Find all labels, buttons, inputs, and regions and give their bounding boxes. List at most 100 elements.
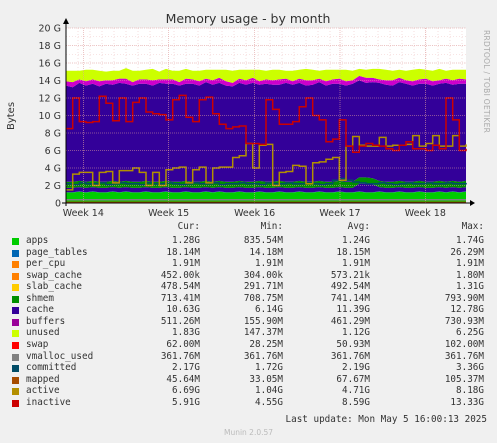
legend-value-cur: 1.83G [172, 327, 200, 339]
legend-value-avg: 1.24G [342, 235, 370, 246]
legend-value-max: 6.25G [456, 327, 484, 339]
legend-value-min: 291.71M [243, 281, 283, 293]
legend-value-min: 1.72G [255, 362, 283, 374]
legend-swatch [12, 388, 19, 396]
legend-value-max: 361.76M [444, 350, 484, 362]
area-buffers [66, 75, 466, 88]
legend-value-min: 708.75M [243, 292, 283, 304]
legend-value-cur: 2.17G [172, 362, 200, 374]
y-tick-label: 10 G [39, 111, 61, 122]
legend-series-name: per_cpu [26, 258, 66, 270]
x-tick-label: Week 14 [63, 208, 104, 219]
area-page_tables [66, 191, 466, 193]
legend-swatch [12, 318, 19, 326]
y-tick-label: 18 G [39, 41, 61, 52]
legend-swatch [12, 249, 19, 257]
legend-value-max: 1.80M [456, 269, 484, 281]
legend-value-avg: 1.91M [342, 258, 370, 270]
y-tick-label: 2 G [45, 181, 61, 192]
legend-value-max: 26.29M [450, 246, 484, 258]
legend-series-name: vmalloc_used [26, 350, 94, 362]
legend-value-cur: 62.00M [166, 338, 200, 350]
area-unused [66, 68, 466, 83]
legend-value-cur: 1.91M [172, 258, 200, 270]
rrdtool-credit: RRDTOOL / TOBI OETIKER [482, 30, 491, 133]
legend-value-max: 3.36G [456, 362, 484, 374]
x-axis-arrow [470, 200, 475, 206]
legend-value-max: 1.74G [456, 235, 484, 246]
x-tick-labels: Week 14 Week 15 Week 16 Week 17 Week 18 [63, 208, 446, 219]
x-tick-label: Week 18 [405, 208, 446, 219]
legend-value-max: 102.00M [444, 338, 484, 350]
y-tick-label: 14 G [39, 76, 61, 87]
legend-value-max: 8.18G [456, 385, 484, 397]
legend-value-cur: 6.69G [172, 385, 200, 397]
y-axis-arrow [63, 18, 69, 24]
legend-row-slab_cache: slab_cache 478.54M 291.71M 492.54M 1.31G [0, 281, 497, 292]
legend-value-min: 835.54M [243, 235, 283, 246]
legend-value-cur: 452.00k [160, 269, 200, 281]
y-tick-label: 16 G [39, 59, 61, 70]
legend-value-min: 147.37M [243, 327, 283, 339]
legend-value-max: 793.90M [444, 292, 484, 304]
legend-row-per_cpu: per_cpu 1.91M 1.91M 1.91M 1.91M [0, 258, 497, 269]
legend-row-committed: committed 2.17G 1.72G 2.19G 3.36G [0, 362, 497, 373]
last-update: Last update: Mon May 5 16:00:13 2025 [285, 414, 488, 425]
chart-title: Memory usage - by month [166, 11, 331, 26]
legend-row-active: active 6.69G 1.04G 4.71G 8.18G [0, 385, 497, 396]
y-tick-label: 4 G [45, 164, 61, 175]
legend-value-min: 33.05M [249, 373, 283, 385]
x-tick-label: Week 17 [319, 208, 360, 219]
line-committed [66, 177, 467, 186]
area-apps [66, 191, 466, 203]
legend-swatch [12, 399, 19, 407]
legend-value-cur: 1.28G [172, 235, 200, 246]
legend-header-cell: Avg: [347, 221, 370, 232]
legend-row-unused: unused 1.83G 147.37M 1.12G 6.25G [0, 327, 497, 338]
legend-value-min: 1.04G [255, 385, 283, 397]
legend-value-min: 304.00k [243, 269, 283, 281]
legend-swatch [12, 353, 19, 361]
legend-value-cur: 5.91G [172, 396, 200, 408]
legend-series-name: page_tables [26, 246, 88, 258]
legend-value-avg: 67.67M [336, 373, 370, 385]
legend-row-mapped: mapped 45.64M 33.05M 67.67M 105.37M [0, 374, 497, 385]
legend-swatch [12, 238, 19, 245]
legend-row-shmem: shmem 713.41M 708.75M 741.14M 793.90M [0, 293, 497, 304]
legend-swatch [12, 295, 19, 303]
legend-value-max: 12.78G [450, 304, 484, 316]
legend-value-avg: 573.21k [330, 269, 370, 281]
legend-row-page_tables: page_tables 18.14M 14.18M 18.15M 26.29M [0, 247, 497, 258]
memory-chart: Memory usage - by month Bytes RRDTOOL / … [6, 11, 491, 219]
legend-value-max: 13.33G [450, 396, 484, 408]
legend-series-name: mapped [26, 373, 60, 385]
legend-series-name: inactive [26, 396, 71, 408]
grid-major [66, 27, 466, 203]
legend-value-max: 1.91M [456, 258, 484, 270]
legend-value-min: 4.55G [255, 396, 283, 408]
legend-value-min: 1.91M [255, 258, 283, 270]
legend-swatch [12, 330, 19, 338]
legend-header-cell: Min: [260, 221, 283, 232]
munin-version: Munin 2.0.57 [223, 428, 274, 437]
legend-swatch [12, 365, 19, 373]
legend-value-max: 730.93M [444, 315, 484, 327]
line-inactive [66, 94, 467, 154]
legend-row-apps: apps 1.28G 835.54M 1.24G 1.74G [0, 235, 497, 246]
legend-series-name: committed [26, 362, 77, 374]
legend-header-cell: Cur: [177, 221, 200, 232]
legend-series-name: active [26, 385, 60, 397]
legend-value-avg: 741.14M [330, 292, 370, 304]
legend-series-name: apps [26, 235, 49, 246]
legend-value-cur: 478.54M [160, 281, 200, 293]
legend-row-swap: swap 62.00M 28.25M 50.93M 102.00M [0, 339, 497, 350]
legend-swatch [12, 261, 19, 269]
legend-row-swap_cache: swap_cache 452.00k 304.00k 573.21k 1.80M [0, 270, 497, 281]
legend-value-max: 1.31G [456, 281, 484, 293]
legend-value-cur: 511.26M [160, 315, 200, 327]
legend-value-cur: 18.14M [166, 246, 200, 258]
legend-row-cache: cache 10.63G 6.14G 11.39G 12.78G [0, 304, 497, 315]
y-tick-labels: 0 2 G 4 G 6 G 8 G 10 G 12 G 14 G 16 G 18 G 20 G [39, 24, 61, 210]
legend-header-cell: Max: [461, 221, 484, 232]
legend-swatch [12, 341, 19, 349]
